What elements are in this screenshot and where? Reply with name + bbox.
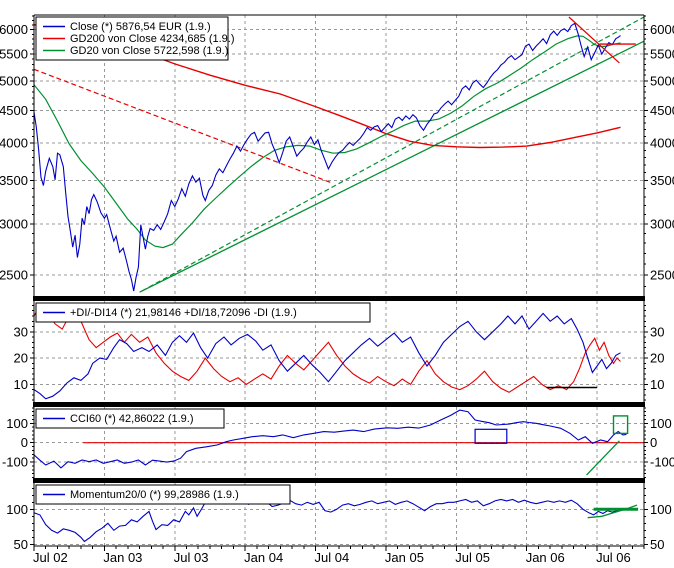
x-tick-label: Jan 06 [526, 550, 565, 565]
y-tick-label-right: 100 [650, 502, 672, 517]
y-tick-label-left: -100 [2, 455, 28, 470]
annotation-blue-box [474, 428, 508, 444]
y-tick-label-right: 2500 [650, 267, 674, 282]
annotation-green-curve [587, 504, 638, 519]
y-tick-label-right: -100 [650, 455, 674, 470]
y-tick-label-left: 3500 [0, 173, 28, 188]
legend-label: GD20 von Close 5722,598 (1.9.) [70, 45, 228, 57]
legend-box [35, 302, 371, 323]
y-tick-label-left: 50 [14, 537, 28, 552]
legend-cci: CCI60 (*) 42,86022 (1.9.) [35, 408, 225, 429]
series-momentum [34, 493, 621, 543]
legend-di: +DI/-DI14 (*) 21,98146 +DI/18,72096 -DI … [35, 302, 371, 323]
y-tick-label-left: 2500 [0, 267, 28, 282]
legend-box [35, 408, 225, 429]
y-tick-label-right: 5500 [650, 47, 674, 62]
y-tick-label-left: 0 [21, 435, 28, 450]
x-tick-label: Jul 02 [33, 550, 68, 565]
series-plus-di [34, 312, 621, 400]
panel-cci [34, 407, 644, 478]
legend-label: +DI/-DI14 (*) 21,98146 +DI/18,72096 -DI … [70, 307, 297, 319]
legend-label: Momentum20/0 (*) 99,28986 (1.9.) [70, 489, 239, 501]
annotation-green-box [612, 415, 629, 435]
y-tick-label-left: 20 [14, 351, 28, 366]
legend-box [35, 16, 229, 61]
legend-momentum: Momentum20/0 (*) 99,28986 (1.9.) [35, 484, 291, 505]
y-tick-label-right: 6000 [650, 22, 674, 37]
legend-label: Close (*) 5876,54 EUR (1.9.) [70, 21, 211, 33]
panel-separator [33, 402, 645, 407]
annotation-uptrend-solid [139, 40, 644, 293]
panel-separator [33, 478, 645, 483]
legend-label: GD200 von Close 4234,685 (1.9.) [70, 33, 235, 45]
annotation-green-trend [586, 440, 620, 476]
y-tick-label-right: 0 [650, 435, 657, 450]
y-tick-label-right: 4000 [650, 136, 674, 151]
x-tick-label: Jan 03 [103, 550, 142, 565]
legend-box [35, 484, 291, 505]
y-tick-label-right: 3500 [650, 173, 674, 188]
legend-price: Close (*) 5876,54 EUR (1.9.)GD200 von Cl… [35, 16, 235, 61]
x-tick-label: Jul 04 [315, 550, 350, 565]
y-tick-label-left: 30 [14, 324, 28, 339]
y-tick-label-left: 6000 [0, 22, 28, 37]
y-tick-label-right: 5000 [650, 73, 674, 88]
x-tick-label: Jul 03 [174, 550, 209, 565]
annotation-uptrend-dashed [141, 16, 644, 292]
legend-label: CCI60 (*) 42,86022 (1.9.) [70, 413, 194, 425]
y-tick-label-left: 100 [6, 502, 28, 517]
y-tick-label-left: 100 [6, 416, 28, 431]
y-tick-label-right: 30 [650, 324, 664, 339]
y-tick-label-left: 5500 [0, 47, 28, 62]
y-tick-label-right: 100 [650, 416, 672, 431]
y-tick-label-right: 50 [650, 537, 664, 552]
y-tick-label-right: 3000 [650, 216, 674, 231]
y-tick-label-left: 5000 [0, 73, 28, 88]
y-tick-label-right: 10 [650, 377, 664, 392]
annotation-downtrend-dashed [34, 68, 333, 184]
y-tick-label-left: 10 [14, 377, 28, 392]
x-tick-label: Jul 05 [455, 550, 490, 565]
y-tick-label-left: 4000 [0, 136, 28, 151]
series-close [34, 22, 621, 292]
y-tick-label-right: 4500 [650, 103, 674, 118]
y-tick-label-left: 3000 [0, 216, 28, 231]
x-tick-label: Jul 06 [596, 550, 631, 565]
x-tick-label: Jan 04 [244, 550, 283, 565]
x-tick-label: Jan 05 [385, 550, 424, 565]
annotation-downtrend-recent [568, 16, 620, 64]
y-tick-label-right: 20 [650, 351, 664, 366]
panel-price [34, 15, 644, 296]
series-cci [34, 409, 627, 469]
panel-di [34, 301, 644, 402]
panel-momentum [34, 483, 644, 546]
panel-separator [33, 296, 645, 301]
y-tick-label-left: 4500 [0, 103, 28, 118]
